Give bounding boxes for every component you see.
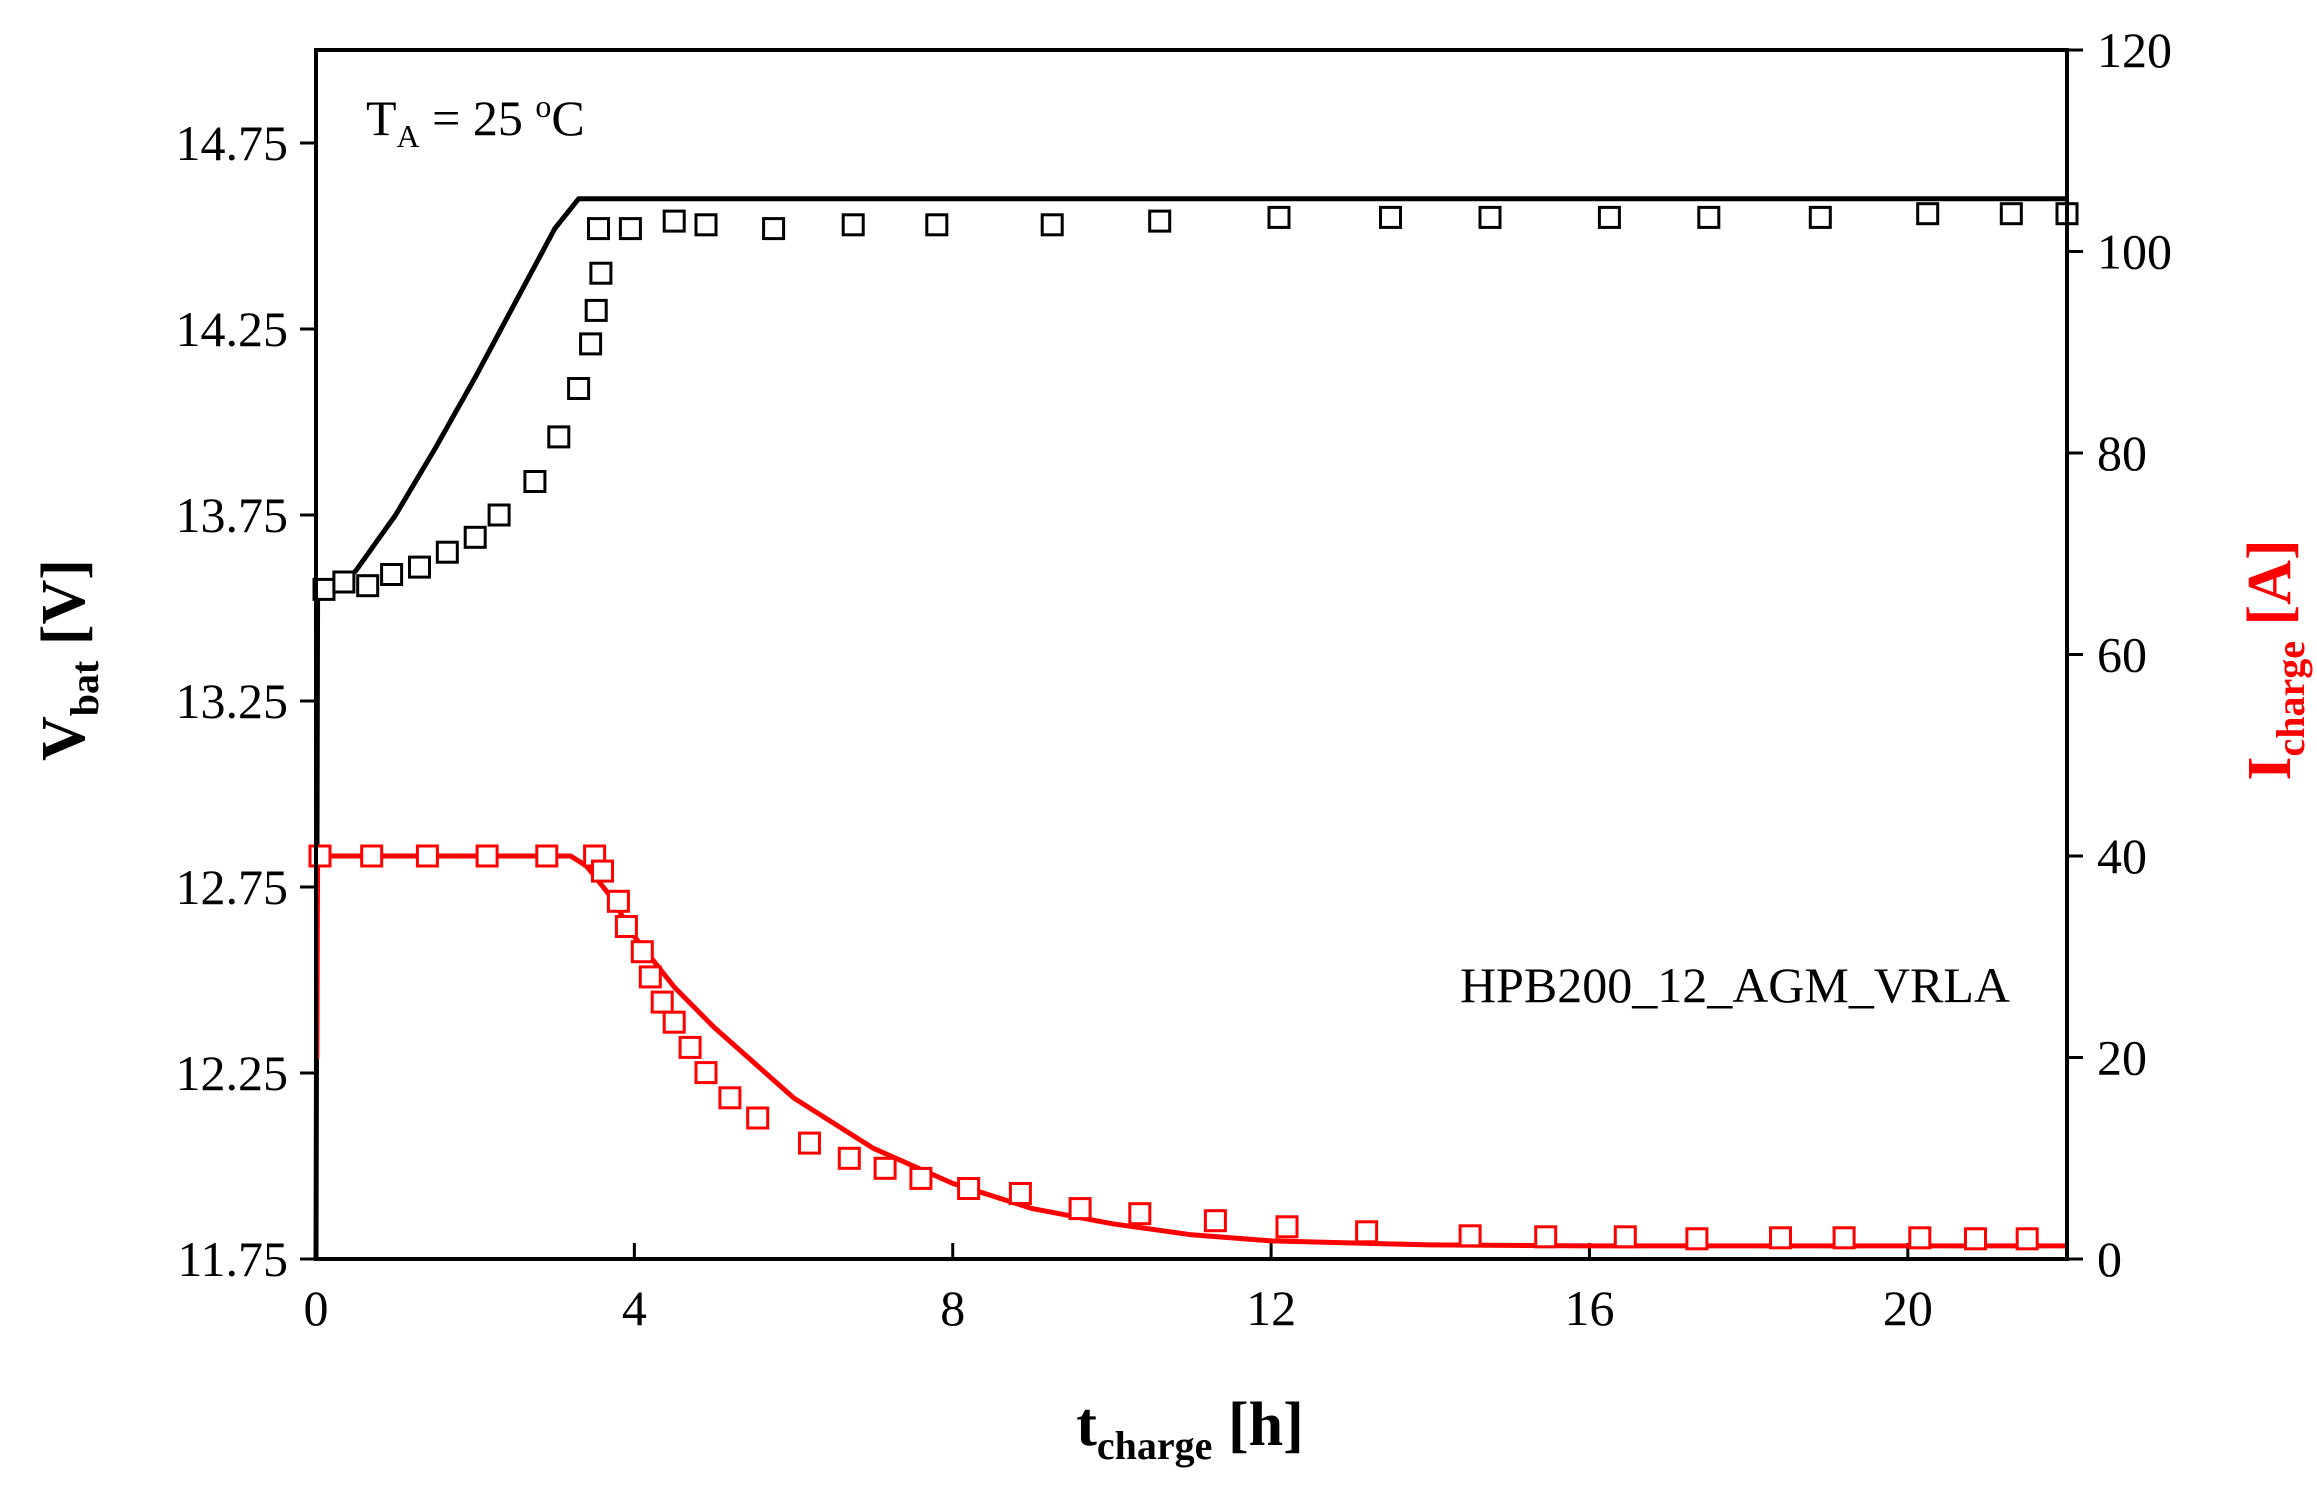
y-left-tick-label: 12.25 <box>176 1045 289 1101</box>
voltage-measured-point <box>435 540 459 564</box>
current-measured-point <box>837 1146 861 1170</box>
voltage-measured-point <box>1808 205 1832 229</box>
y-left-tick-label: 13.25 <box>176 673 289 729</box>
voltage-measured-point <box>487 503 511 527</box>
y-right-tick-label: 80 <box>2097 425 2147 481</box>
temperature-annotation: TA = 25 oC <box>366 88 585 154</box>
voltage-measured-point <box>1999 202 2023 226</box>
voltage-measured-point <box>408 555 431 579</box>
axes-ticks <box>300 48 2083 1261</box>
voltage-measured-point <box>694 213 718 237</box>
current-measured-point <box>650 990 674 1014</box>
current-measured-point <box>1964 1227 1987 1251</box>
y-left-tick-label: 13.75 <box>176 487 289 543</box>
x-axis-title: tcharge [h] <box>1076 1391 1303 1468</box>
voltage-measured-point <box>841 213 865 237</box>
x-tick-label: 16 <box>1564 1280 1614 1336</box>
x-tick-label: 12 <box>1246 1280 1296 1336</box>
voltage-measured-point <box>523 470 547 493</box>
x-tick-label: 0 <box>304 1280 329 1336</box>
voltage-measured-point <box>762 217 786 241</box>
voltage-measured-point <box>1379 205 1402 229</box>
y-right-tick-label: 60 <box>2097 627 2147 683</box>
y-left-tick-label: 14.25 <box>176 301 289 357</box>
current-measured-point <box>1458 1224 1482 1248</box>
current-measured-point <box>360 844 384 868</box>
current-measured-point <box>415 844 439 868</box>
voltage-measured-point <box>567 377 591 400</box>
current-measured-point <box>746 1106 770 1130</box>
current-measured-point <box>1008 1182 1032 1205</box>
x-tick-label: 20 <box>1883 1280 1933 1336</box>
voltage-measured-point <box>1040 213 1064 237</box>
current-measured-point <box>1275 1215 1299 1239</box>
voltage-model-line <box>313 196 2067 1260</box>
y-left-axis-title: Vbat [V] <box>30 559 107 761</box>
battery-annotation: HPB200_12_AGM_VRLA <box>1460 957 2010 1013</box>
plot-frame <box>314 48 2069 1261</box>
y-left-tick-label: 14.75 <box>176 115 289 171</box>
current-measured-point <box>308 844 332 868</box>
current-measured-point <box>1355 1220 1379 1244</box>
current-measured-point <box>475 844 499 868</box>
current-measured-point <box>909 1166 933 1190</box>
voltage-measured-point <box>547 425 571 449</box>
current-measured-point <box>535 844 559 868</box>
current-measured-point <box>638 965 662 989</box>
current-measured-point <box>718 1086 742 1110</box>
current-measured-point <box>591 859 614 883</box>
y-left-tick-label: 12.75 <box>176 859 289 915</box>
voltage-measured-point <box>463 525 487 549</box>
y-right-tick-label: 120 <box>2097 22 2172 78</box>
voltage-measured-point <box>1597 205 1621 229</box>
current-model-line <box>314 853 2067 1249</box>
current-measured-point <box>694 1061 718 1085</box>
current-measured-point <box>957 1177 981 1200</box>
current-measured-point <box>630 940 654 964</box>
voltage-measured-point <box>332 570 356 594</box>
x-tick-label: 8 <box>940 1280 965 1336</box>
current-measured-point <box>1769 1226 1792 1250</box>
current-measured-point <box>1203 1209 1227 1233</box>
voltage-measured-point <box>587 217 610 241</box>
current-measured-point <box>662 1010 686 1034</box>
voltage-measured-point <box>579 332 603 356</box>
y-right-tick-label: 100 <box>2097 224 2172 280</box>
current-measured-point <box>1613 1225 1637 1249</box>
tick-labels: 0 4 8 12 16 20 11.75 12.25 12.75 13.25 13.75 14.25 1… <box>176 22 2173 1336</box>
current-measured-point <box>606 889 630 913</box>
voltage-measured-point <box>380 563 404 586</box>
current-measured-point <box>614 915 638 938</box>
y-right-tick-label: 40 <box>2097 828 2147 884</box>
voltage-measured-point <box>1267 205 1291 229</box>
voltage-measured-point <box>1478 205 1502 229</box>
current-measured-point <box>1832 1226 1856 1250</box>
voltage-measured-point <box>584 298 608 322</box>
current-measured-point <box>1068 1197 1092 1221</box>
y-right-axis-title: Icharge [A] <box>2236 539 2313 780</box>
current-measured-point <box>2015 1227 2039 1251</box>
voltage-measured-point <box>662 209 686 233</box>
series-layer <box>308 196 2079 1260</box>
voltage-measured-point <box>1148 209 1172 233</box>
voltage-measured-point <box>925 213 949 237</box>
y-left-tick-label: 11.75 <box>177 1231 288 1287</box>
current-measured-point <box>1128 1202 1152 1226</box>
current-measured-point <box>1908 1226 1932 1250</box>
current-measured-point <box>678 1035 702 1059</box>
voltage-measured-point <box>1697 205 1721 229</box>
voltage-measured-point <box>356 574 380 598</box>
y-right-tick-label: 20 <box>2097 1030 2147 1086</box>
voltage-measured-point <box>589 261 613 285</box>
voltage-measured-point <box>618 217 642 241</box>
current-measured-point <box>1685 1227 1709 1251</box>
current-measured-point <box>798 1131 821 1155</box>
voltage-measured-point <box>1916 202 1940 226</box>
x-tick-label: 4 <box>622 1280 647 1336</box>
current-measured-point <box>1534 1225 1558 1249</box>
current-measured-point <box>873 1156 897 1180</box>
y-right-tick-label: 0 <box>2097 1231 2122 1287</box>
